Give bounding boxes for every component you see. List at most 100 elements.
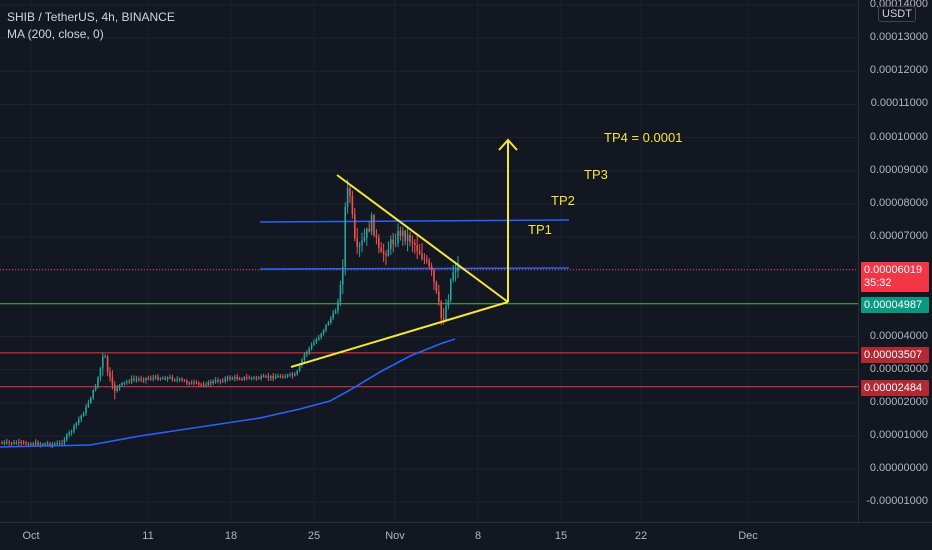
candle-body [445, 306, 447, 320]
candle-body [267, 376, 270, 378]
candle-body [212, 381, 214, 384]
candle-body [200, 384, 202, 386]
candle-body [121, 383, 123, 386]
price-tick-label: 0.00009000 [869, 163, 928, 176]
candle-body [68, 432, 70, 435]
candle-body [34, 442, 37, 445]
candle-body [344, 206, 346, 267]
candle-body [70, 431, 73, 433]
candle-body [15, 442, 18, 444]
candle-body [277, 375, 279, 377]
red-level-label-2[interactable]: 0.00002484 [861, 380, 929, 396]
candle-body [18, 441, 20, 444]
candle-body [219, 380, 222, 382]
last-price-label[interactable]: 0.00006019 35:32 [861, 262, 929, 292]
candle-body [339, 284, 342, 302]
candle-body [265, 376, 267, 378]
candle-body [433, 270, 435, 283]
candle-body [181, 378, 183, 381]
candle-body [39, 443, 42, 445]
candle-body [30, 443, 32, 445]
candlestick-series [1, 179, 459, 449]
candle-body [152, 377, 154, 379]
candle-body [157, 376, 159, 380]
candle-body [174, 379, 176, 381]
green-level-label[interactable]: 0.00004987 [861, 297, 929, 313]
chart-legend: SHIB / TetherUS, 4h, BINANCE MA (200, cl… [7, 9, 175, 43]
candle-body [193, 382, 195, 384]
candle-body [390, 239, 392, 250]
candle-body [116, 387, 118, 391]
candle-body [325, 324, 327, 331]
candle-body [342, 266, 344, 285]
candle-body [397, 230, 399, 244]
candle-body [248, 377, 250, 379]
candle-body [387, 249, 390, 256]
candle-body [63, 439, 66, 444]
candle-body [90, 397, 92, 403]
indicator-label[interactable]: MA (200, close, 0) [7, 27, 104, 41]
candle-body [315, 339, 318, 343]
candle-body [416, 244, 418, 251]
candle-body [253, 377, 255, 379]
candle-body [447, 300, 450, 307]
candle-body [75, 423, 78, 426]
candle-body [260, 376, 262, 379]
candle-body [337, 301, 339, 312]
candle-body [430, 266, 433, 271]
price-axis[interactable]: 0.00014000 0.00013000 0.00012000 0.00011000… [858, 0, 932, 522]
candle-body [166, 377, 169, 380]
candle-body [6, 441, 8, 443]
candle-body [385, 254, 387, 256]
price-tick-label: 0.00013000 [869, 31, 928, 44]
chart-plot-area[interactable]: SHIB / TetherUS, 4h, BINANCE MA (200, cl… [0, 0, 858, 522]
candle-body [327, 322, 330, 325]
resistance-line-upper [259, 219, 570, 223]
candle-body [188, 382, 190, 384]
candle-body [246, 377, 248, 379]
bar-countdown: 35:32 [864, 277, 892, 289]
candle-body [370, 215, 373, 232]
candle-body [363, 237, 366, 241]
candle-body [3, 442, 6, 444]
candle-body [231, 378, 234, 380]
candle-body [243, 377, 246, 380]
candle-body [238, 378, 241, 380]
time-tick-label: 18 [224, 530, 238, 542]
candle-body [404, 230, 406, 241]
time-axis[interactable]: Oct 11 18 25 Nov 8 15 22 Dec [0, 522, 932, 550]
price-tick-label: 0.00007000 [869, 230, 928, 243]
tp3-label: TP3 [584, 167, 608, 182]
candle-body [13, 442, 15, 444]
time-tick-label: 15 [554, 530, 568, 542]
candle-body [61, 443, 63, 445]
candle-body [99, 368, 102, 378]
candle-body [169, 377, 171, 379]
chart-grid [0, 0, 858, 522]
candle-body [207, 381, 210, 385]
price-tick-label: -0.00001000 [866, 495, 928, 508]
chart-canvas[interactable] [0, 0, 858, 522]
candle-body [82, 413, 85, 416]
price-tick-label: 0.00004000 [869, 329, 928, 342]
currency-button[interactable]: USDT [878, 6, 916, 22]
candle-body [58, 443, 61, 445]
candle-body [20, 441, 22, 443]
candle-body [22, 442, 25, 444]
red-level-label-1[interactable]: 0.00003507 [861, 347, 929, 363]
candle-body [392, 239, 394, 244]
candle-body [274, 376, 277, 379]
candle-body [426, 259, 428, 261]
time-tick-label: 22 [634, 530, 648, 542]
candle-body [8, 441, 10, 443]
resistance-line-lower [259, 267, 570, 270]
candle-body [322, 330, 325, 334]
price-tick-label: 0.00012000 [869, 64, 928, 77]
candle-body [135, 379, 138, 381]
candle-body [409, 234, 411, 242]
candle-body [332, 312, 334, 319]
candle-body [195, 382, 198, 384]
candle-body [454, 271, 457, 273]
candle-body [42, 443, 44, 445]
symbol-title[interactable]: SHIB / TetherUS, 4h, BINANCE [7, 10, 175, 24]
